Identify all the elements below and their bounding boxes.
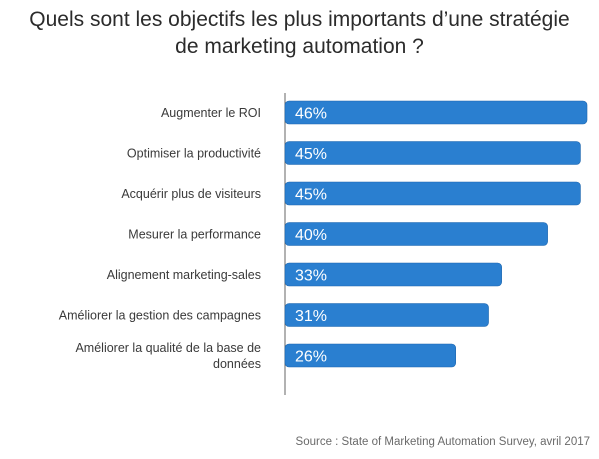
bar [284, 141, 581, 165]
bar [284, 262, 502, 287]
data-label: 33% [295, 268, 327, 285]
category-label: Mesurer la performance [128, 228, 261, 242]
data-label: 46% [295, 106, 327, 123]
chart-source: Source : State of Marketing Automation S… [295, 436, 590, 448]
category-label: Améliorer la qualité de la base de [75, 341, 261, 355]
category-label: Augmenter le ROI [161, 106, 261, 120]
chart-title-line-1: Quels sont les objectifs les plus import… [29, 8, 570, 31]
category-label: Alignement marketing-sales [107, 268, 261, 282]
data-label: 26% [295, 349, 327, 366]
bar [284, 181, 581, 206]
category-label: données [213, 357, 261, 371]
chart-title-line-2: de marketing automation ? [175, 35, 424, 58]
data-label: 40% [295, 227, 327, 244]
category-label: Améliorer la gestion des campagnes [59, 309, 261, 323]
bar [284, 222, 548, 246]
bar [284, 100, 588, 125]
category-label: Optimiser la productivité [127, 147, 261, 161]
data-label: 45% [295, 187, 327, 204]
data-label: 31% [295, 308, 327, 325]
data-label: 45% [295, 146, 327, 163]
bar [284, 343, 456, 368]
category-label: Acquérir plus de visiteurs [121, 187, 261, 201]
bar [284, 303, 489, 327]
chart-title: Quels sont les objectifs les plus import… [0, 6, 599, 60]
